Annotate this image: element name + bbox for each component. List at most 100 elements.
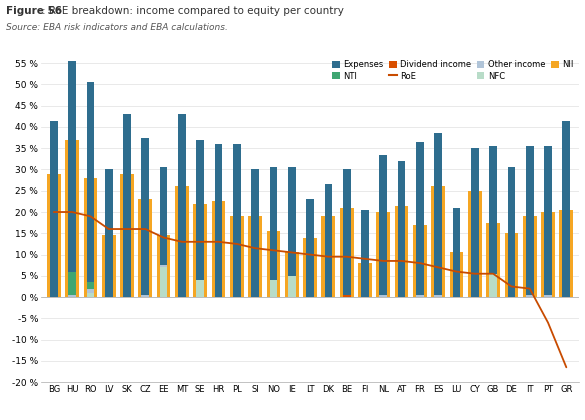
Bar [178, 114, 186, 297]
Bar [212, 201, 225, 297]
Bar [105, 170, 112, 297]
RoE [435, 265, 442, 270]
Bar [544, 295, 552, 297]
Bar [431, 186, 445, 297]
RoE [288, 250, 295, 255]
Bar [489, 146, 497, 274]
Bar [68, 61, 76, 272]
Bar [398, 161, 405, 297]
RoE [252, 246, 259, 251]
Bar [563, 121, 570, 297]
Bar [343, 170, 350, 295]
Bar [489, 274, 497, 297]
Bar [468, 191, 481, 297]
RoE [490, 271, 497, 276]
Bar [139, 199, 152, 297]
RoE [270, 248, 277, 253]
Bar [47, 174, 61, 297]
RoE [142, 226, 149, 231]
Bar [50, 121, 57, 297]
Bar [233, 144, 240, 297]
RoE [545, 320, 552, 325]
Bar [376, 212, 390, 297]
Bar [450, 252, 463, 297]
Bar [160, 267, 167, 297]
Bar [197, 280, 204, 297]
Bar [267, 231, 280, 297]
Bar [453, 208, 460, 297]
Bar [434, 133, 442, 295]
Bar [471, 148, 479, 297]
Bar [120, 174, 134, 297]
Bar [197, 140, 204, 280]
Bar [523, 216, 536, 297]
Bar [87, 82, 94, 282]
Bar [87, 293, 94, 297]
Bar [175, 186, 189, 297]
RoE [50, 210, 57, 215]
Bar [434, 295, 442, 297]
Bar [343, 295, 350, 297]
Bar [322, 216, 335, 297]
RoE [472, 271, 479, 276]
RoE [307, 252, 314, 257]
Bar [270, 280, 277, 297]
Bar [288, 276, 295, 297]
Bar [395, 206, 408, 297]
Bar [544, 146, 552, 295]
Bar [215, 144, 222, 297]
Bar [230, 216, 244, 297]
Line: RoE: RoE [54, 212, 566, 368]
Bar [252, 170, 259, 297]
Bar [526, 146, 534, 295]
Bar [526, 295, 534, 297]
Bar [416, 295, 424, 297]
RoE [87, 214, 94, 219]
Bar [413, 225, 426, 297]
Bar [559, 210, 573, 297]
RoE [160, 235, 167, 240]
Text: Source: EBA risk indicators and EBA calculations.: Source: EBA risk indicators and EBA calc… [6, 23, 228, 32]
Bar [340, 208, 353, 297]
RoE [178, 239, 185, 244]
Bar [248, 216, 262, 297]
Bar [416, 142, 424, 295]
Bar [160, 265, 167, 267]
Bar [504, 233, 518, 297]
Bar [380, 295, 387, 297]
Bar [87, 282, 94, 289]
Bar [194, 204, 207, 297]
Bar [306, 199, 314, 297]
RoE [215, 239, 222, 244]
Bar [68, 272, 76, 295]
RoE [343, 254, 350, 259]
RoE [362, 256, 369, 261]
Bar [84, 178, 97, 297]
Bar [358, 263, 372, 297]
Bar [102, 236, 116, 297]
RoE [380, 258, 387, 263]
Bar [157, 236, 170, 297]
Bar [142, 295, 149, 297]
Text: Figure 56: Figure 56 [6, 6, 62, 16]
RoE [526, 286, 534, 291]
Bar [142, 138, 149, 295]
RoE [197, 239, 204, 244]
RoE [105, 226, 112, 231]
Bar [325, 184, 332, 297]
Bar [380, 155, 387, 295]
Text: : RoE breakdown: income compared to equity per country: : RoE breakdown: income compared to equi… [42, 6, 344, 16]
Bar [486, 223, 500, 297]
Bar [65, 140, 79, 297]
Bar [68, 295, 76, 297]
RoE [123, 226, 130, 231]
RoE [417, 260, 424, 265]
RoE [508, 284, 515, 289]
Bar [361, 210, 369, 297]
RoE [563, 365, 570, 370]
Legend: Expenses, NTI, Dividend income, RoE, Other income, NFC, NII: Expenses, NTI, Dividend income, RoE, Oth… [331, 59, 575, 82]
Bar [270, 167, 277, 280]
RoE [68, 210, 75, 215]
Bar [285, 252, 298, 297]
RoE [325, 254, 332, 259]
